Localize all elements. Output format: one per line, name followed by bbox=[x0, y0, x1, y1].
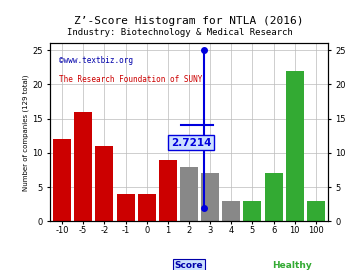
Bar bbox=[95, 146, 113, 221]
Bar bbox=[74, 112, 92, 221]
Bar bbox=[307, 201, 325, 221]
Bar bbox=[243, 201, 261, 221]
Bar bbox=[138, 194, 156, 221]
Bar bbox=[180, 167, 198, 221]
Title: Z’-Score Histogram for NTLA (2016): Z’-Score Histogram for NTLA (2016) bbox=[74, 16, 304, 26]
Text: Industry: Biotechnology & Medical Research: Industry: Biotechnology & Medical Resear… bbox=[67, 28, 293, 37]
Text: 2.7214: 2.7214 bbox=[171, 138, 211, 148]
Bar bbox=[117, 194, 135, 221]
Text: The Research Foundation of SUNY: The Research Foundation of SUNY bbox=[59, 75, 202, 84]
Bar bbox=[222, 201, 240, 221]
Text: Healthy: Healthy bbox=[272, 261, 311, 270]
Bar bbox=[286, 71, 304, 221]
Bar bbox=[53, 139, 71, 221]
Bar bbox=[159, 160, 177, 221]
Text: Score: Score bbox=[175, 261, 203, 270]
Bar bbox=[265, 173, 283, 221]
Bar bbox=[201, 173, 219, 221]
Y-axis label: Number of companies (129 total): Number of companies (129 total) bbox=[23, 74, 30, 191]
Text: ©www.textbiz.org: ©www.textbiz.org bbox=[59, 56, 133, 65]
